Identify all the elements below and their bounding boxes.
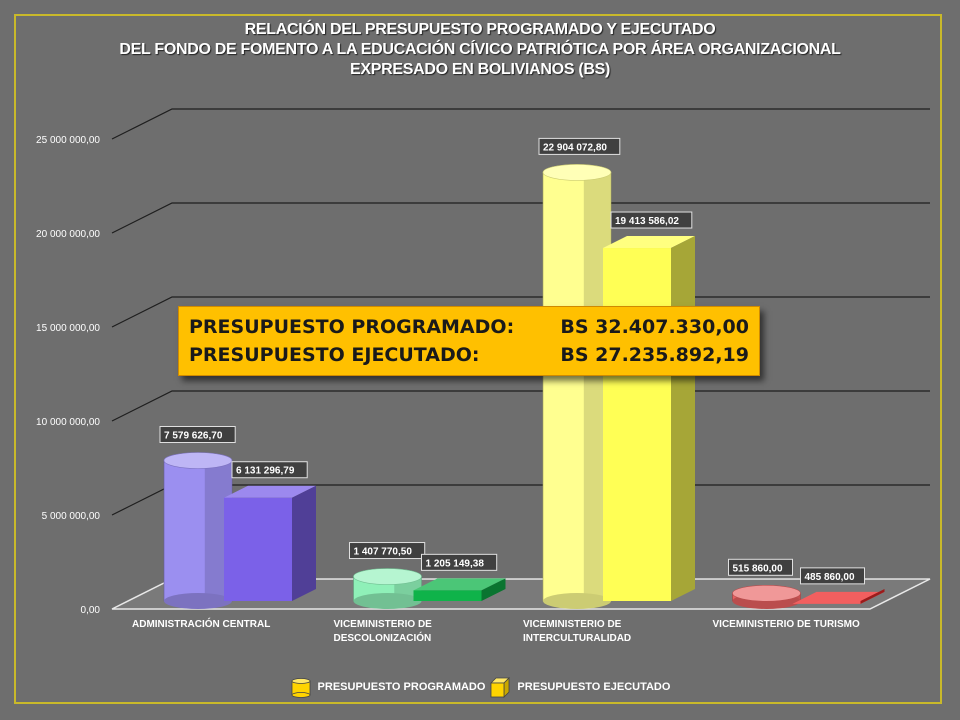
bar-programado-base-2: [543, 593, 611, 609]
category-label-2-1: INTERCULTURALIDAD: [523, 633, 631, 644]
chart-subtitle-line-1: DEL FONDO DE FOMENTO A LA EDUCACIÓN CÍVI…: [119, 41, 841, 58]
bar-ejecutado-2: [603, 248, 671, 601]
data-label-programado-3: 515 860,00: [733, 563, 783, 574]
data-label-ejecutado-0: 6 131 296,79: [236, 466, 295, 477]
bar-programado-top-0: [163, 452, 233, 469]
y-tick-label-1: 5 000 000,00: [42, 511, 101, 522]
bar-programado-top-2: [542, 164, 612, 181]
gridline-4: [111, 202, 930, 234]
y-tick-label-3: 15 000 000,00: [36, 323, 100, 334]
legend-label-ejecutado: PRESUPUESTO EJECUTADO: [517, 681, 671, 693]
bar-ejecutado-0: [224, 497, 292, 601]
data-label-ejecutado-2-box: [610, 211, 693, 229]
summary-programado-label: PRESUPUESTO PROGRAMADO:: [189, 316, 515, 338]
y-tick-label-5: 25 000 000,00: [36, 135, 100, 146]
category-label-1-0: VICEMINISTERIO DE: [334, 619, 433, 630]
legend-label-programado: PRESUPUESTO PROGRAMADO: [317, 681, 486, 693]
y-tick-label-2: 10 000 000,00: [36, 417, 100, 428]
summary-programado-value: BS 32.407.330,00: [560, 316, 749, 338]
chart-subtitle-line-2: EXPRESADO EN BOLIVIANOS (BS): [349, 61, 611, 78]
data-label-ejecutado-1: 1 205 149,38: [426, 558, 485, 569]
bar-ejecutado-side-1: [481, 578, 506, 601]
data-label-programado-2: 22 904 072,80: [543, 142, 607, 153]
summary-ejecutado-value: BS 27.235.892,19: [560, 344, 749, 366]
bar-ejecutado-1: [413, 590, 482, 601]
data-label-ejecutado-3: 485 860,00: [805, 572, 855, 583]
data-label-programado-1: 1 407 770,50: [354, 547, 413, 558]
data-label-ejecutado-3-box: [800, 567, 865, 585]
summary-row-ejecutado: PRESUPUESTO EJECUTADO: BS 27.235.892,19: [189, 341, 749, 369]
budget-summary-box: PRESUPUESTO PROGRAMADO: BS 32.407.330,00…: [178, 306, 760, 376]
legend-item-ejecutado: PRESUPUESTO EJECUTADO: [489, 676, 670, 698]
bar-programado-base-1: [353, 593, 422, 609]
chart-titles: RELACIÓN DEL PRESUPUESTO PROGRAMADO Y EJ…: [0, 20, 960, 80]
legend-item-programado: PRESUPUESTO PROGRAMADO: [290, 676, 486, 698]
category-label-2-0: VICEMINISTERIO DE: [523, 619, 622, 630]
gridline-2: [111, 390, 930, 422]
summary-row-programado: PRESUPUESTO PROGRAMADO: BS 32.407.330,00: [189, 313, 749, 341]
summary-ejecutado-label: PRESUPUESTO EJECUTADO:: [189, 344, 480, 366]
chart-floor: [111, 578, 931, 610]
bar-programado-base-0: [164, 593, 232, 609]
data-label-ejecutado-2: 19 413 586,02: [615, 216, 679, 227]
data-label-programado-1-box: [349, 542, 426, 560]
bar-ejecutado-top-1: [413, 578, 506, 591]
chart-title: RELACIÓN DEL PRESUPUESTO PROGRAMADO Y EJ…: [244, 21, 716, 38]
y-tick-label-4: 20 000 000,00: [36, 229, 100, 240]
bar-programado-top-1: [353, 568, 422, 585]
bar-programado-top-3: [732, 585, 801, 602]
gridline-5: [111, 108, 930, 140]
legend-cylinder-icon: [291, 678, 310, 698]
bar-ejecutado-top-0: [224, 485, 316, 498]
data-label-ejecutado-1-box: [421, 553, 498, 571]
bar-ejecutado-top-2: [603, 236, 695, 249]
y-tick-label-0: 0,00: [81, 605, 101, 616]
bar-ejecutado-side-3: [860, 589, 885, 604]
data-label-programado-3-box: [728, 558, 793, 576]
bar-ejecutado-side-2: [671, 236, 695, 601]
slide-frame: [14, 14, 942, 704]
category-label-1-1: DESCOLONIZACIÓN: [334, 631, 432, 644]
data-label-ejecutado-0-box: [231, 461, 308, 479]
category-label-0-0: ADMINISTRACIÓN CENTRAL: [132, 617, 270, 630]
data-label-programado-0-box: [159, 426, 236, 444]
legend-box-icon: [490, 677, 511, 698]
category-label-3-0: VICEMINISTERIO DE TURISMO: [713, 619, 860, 630]
chart-legend: PRESUPUESTO PROGRAMADO PRESUPUESTO EJECU…: [0, 676, 960, 698]
bar-ejecutado-side-0: [292, 485, 316, 601]
data-label-programado-0: 7 579 626,70: [164, 431, 223, 442]
data-label-programado-2-box: [538, 137, 621, 155]
